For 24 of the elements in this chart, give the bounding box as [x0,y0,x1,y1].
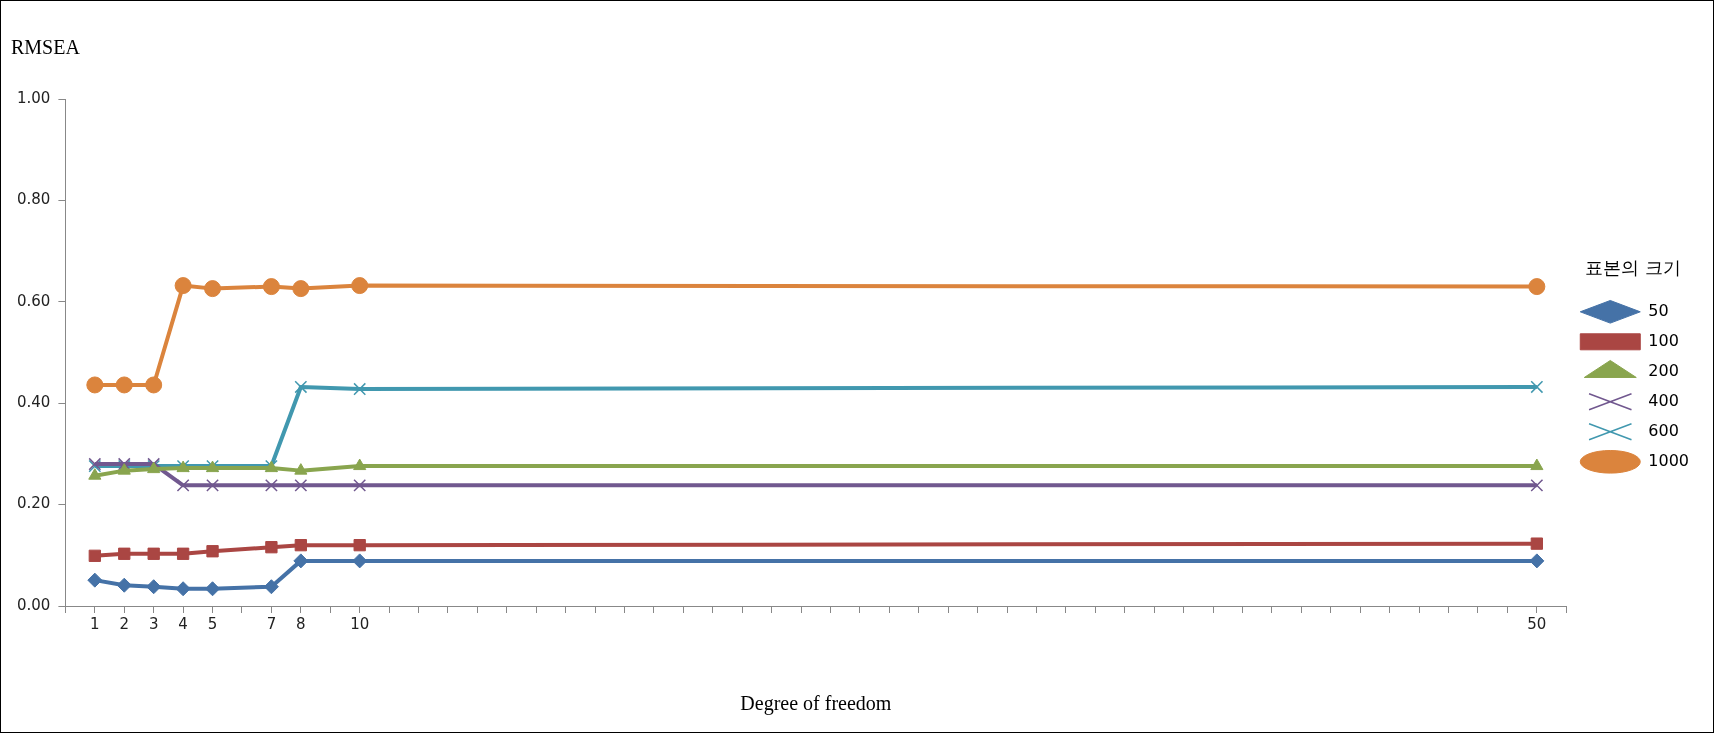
y-tick-label: 0.80 [16,190,51,209]
legend-title: 표본의 크기 [1584,256,1681,278]
x-axis-title: Degree of freedom [740,692,892,716]
x-tick-label: 1 [90,614,100,633]
x-tick-label: 4 [178,614,188,633]
x-tick-label: 50 [1527,614,1547,633]
y-tick-label: 0.60 [16,291,51,310]
x-tick-label: 7 [266,614,277,633]
x-tick-label: 10 [350,614,370,633]
x-tick-label: 8 [296,614,306,633]
legend-label: 600 [1648,420,1679,440]
legend-label: 100 [1648,330,1679,350]
y-tick-label: 0.40 [16,393,51,412]
legend-label: 200 [1648,360,1679,380]
legend-label: 1000 [1648,450,1689,470]
x-tick-label: 2 [119,614,130,633]
y-axis-title: RMSEA [11,36,81,59]
y-tick-label: 1.00 [16,88,51,107]
x-tick-label: 5 [207,614,218,633]
legend-label: 50 [1648,300,1669,320]
x-tick-label: 3 [148,614,159,633]
y-tick-label: 0.00 [16,595,51,614]
y-tick-label: 0.20 [16,494,51,513]
legend-label: 400 [1648,390,1679,410]
